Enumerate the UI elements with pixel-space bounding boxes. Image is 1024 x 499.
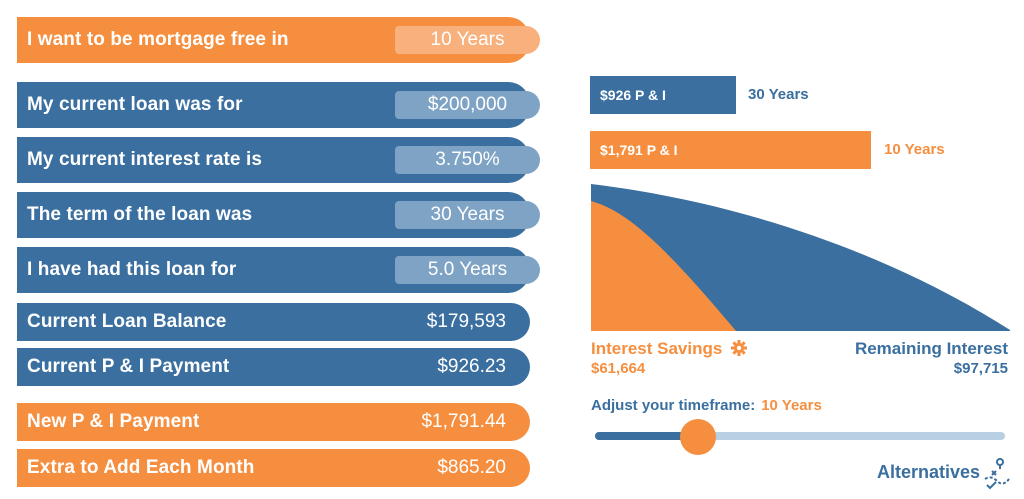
extra-payment-row: Extra to Add Each Month $865.20 bbox=[17, 449, 530, 487]
row-label: My current interest rate is bbox=[27, 149, 263, 170]
alternatives-link[interactable]: Alternatives bbox=[876, 462, 980, 482]
interest-savings-label: Interest Savings bbox=[591, 339, 748, 361]
loan-term-input[interactable]: 30 Years bbox=[395, 201, 540, 229]
mortgage-free-input[interactable]: 10 Years bbox=[395, 26, 540, 54]
interest-savings-value: $61,664 bbox=[591, 360, 646, 377]
current-term-label: 30 Years bbox=[748, 86, 809, 103]
row-label: My current loan was for bbox=[27, 94, 243, 115]
interest-savings-area bbox=[591, 201, 736, 331]
timeframe-value: 10 Years bbox=[761, 397, 822, 414]
remaining-interest-label: Remaining Interest bbox=[854, 339, 1008, 358]
row-label: I have had this loan for bbox=[27, 259, 237, 280]
row-label: New P & I Payment bbox=[27, 411, 200, 432]
timeframe-slider-thumb[interactable] bbox=[679, 419, 716, 455]
current-loan-row: My current loan was for $200,000 bbox=[17, 82, 540, 128]
loan-age-row: I have had this loan for 5.0 Years bbox=[17, 247, 540, 293]
timeframe-slider-fill bbox=[595, 432, 698, 440]
row-label: Current P & I Payment bbox=[27, 356, 230, 377]
current-loan-input[interactable]: $200,000 bbox=[395, 91, 540, 119]
row-label: Current Loan Balance bbox=[27, 311, 227, 332]
interest-rate-row: My current interest rate is 3.750% bbox=[17, 137, 540, 183]
current-payment-bar: $926 P & I bbox=[590, 76, 736, 114]
mortgage-free-row: I want to be mortgage free in 10 Years bbox=[17, 17, 540, 63]
current-balance-row: Current Loan Balance $179,593 bbox=[17, 303, 530, 341]
new-payment-row: New P & I Payment $1,791.44 bbox=[17, 403, 530, 441]
timeframe-slider-track[interactable] bbox=[595, 432, 1005, 440]
extra-payment-value: $865.20 bbox=[437, 457, 506, 478]
route-icon[interactable] bbox=[982, 457, 1012, 491]
interest-rate-input[interactable]: 3.750% bbox=[395, 146, 540, 174]
current-balance-value: $179,593 bbox=[426, 311, 506, 332]
loan-age-input[interactable]: 5.0 Years bbox=[395, 256, 540, 284]
new-term-label: 10 Years bbox=[884, 141, 945, 158]
new-payment-value: $1,791.44 bbox=[421, 411, 506, 432]
row-label: Extra to Add Each Month bbox=[27, 457, 255, 478]
current-payment-bar-label: $926 P & I bbox=[600, 87, 666, 103]
new-payment-bar-label: $1,791 P & I bbox=[600, 142, 678, 158]
row-label: I want to be mortgage free in bbox=[27, 29, 289, 50]
interest-area-chart bbox=[591, 184, 1010, 331]
new-payment-bar: $1,791 P & I bbox=[590, 131, 871, 169]
remaining-interest-value: $97,715 bbox=[953, 360, 1008, 377]
current-payment-value: $926.23 bbox=[437, 356, 506, 377]
gear-icon[interactable] bbox=[731, 340, 748, 361]
row-label: The term of the loan was bbox=[27, 204, 253, 225]
current-payment-row: Current P & I Payment $926.23 bbox=[17, 348, 530, 386]
loan-term-row: The term of the loan was 30 Years bbox=[17, 192, 540, 238]
adjust-timeframe-label: Adjust your timeframe: 10 Years bbox=[591, 397, 822, 414]
